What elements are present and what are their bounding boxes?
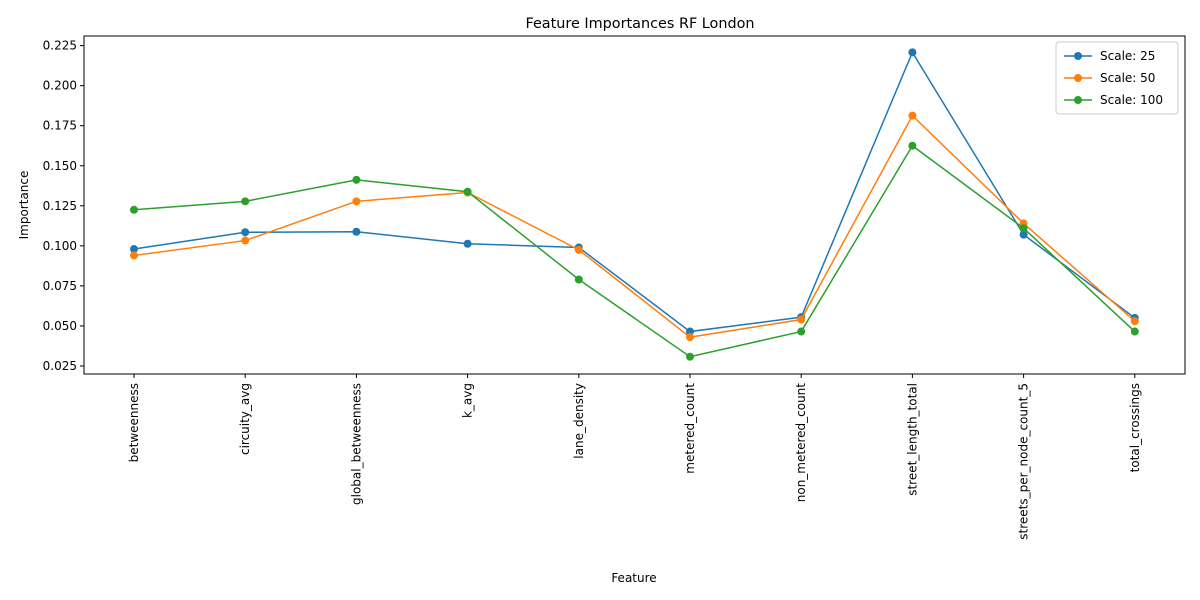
y-tick-label: 0.150 — [43, 159, 77, 173]
data-point — [686, 327, 694, 336]
y-tick-label: 0.100 — [43, 239, 77, 253]
x-tick-label: lane_density — [572, 383, 586, 459]
y-axis-title: Importance — [17, 171, 31, 240]
data-point — [686, 352, 694, 361]
data-point — [241, 236, 250, 245]
data-point — [130, 245, 138, 254]
data-point — [797, 315, 806, 324]
data-point — [908, 141, 917, 150]
x-tick-label: streets_per_node_count_5 — [1017, 383, 1031, 540]
series-line-2 — [133, 144, 1136, 358]
data-point — [130, 205, 138, 214]
legend-label: Scale: 25 — [1100, 49, 1155, 63]
legend: Scale: 25 Scale: 50 Scale: 100 — [1055, 41, 1179, 115]
data-point — [352, 175, 361, 184]
data-point — [241, 228, 250, 237]
data-point — [1019, 230, 1028, 239]
y-tick-label: 0.125 — [43, 199, 77, 213]
data-point — [463, 187, 472, 196]
data-point — [352, 227, 361, 236]
y-tick-label: 0.225 — [43, 39, 77, 53]
x-tick-label: k_avg — [461, 383, 475, 418]
data-point — [1130, 327, 1139, 336]
data-point — [352, 197, 361, 206]
series-line-1 — [133, 114, 1136, 338]
chart-title: Feature Importances RF London — [525, 16, 754, 32]
legend-marker — [1074, 52, 1082, 60]
y-tick-label: 0.075 — [43, 279, 77, 293]
legend-label: Scale: 100 — [1100, 93, 1163, 107]
x-tick-label: global_betweenness — [349, 383, 363, 505]
data-point — [908, 48, 917, 57]
x-tick-label: circuity_avg — [238, 383, 252, 455]
data-point — [686, 333, 694, 342]
plot-frame — [83, 35, 1186, 375]
legend-box — [1055, 41, 1179, 115]
x-axis-title: Feature — [611, 571, 656, 585]
data-point — [1019, 224, 1028, 233]
data-point — [241, 197, 250, 206]
x-tick-label: betweenness — [127, 383, 141, 462]
x-tick-label: non_metered_count — [794, 383, 808, 503]
legend-marker — [1074, 74, 1082, 82]
x-tick-label: metered_count — [683, 383, 697, 474]
data-point — [797, 327, 806, 336]
data-point — [130, 251, 138, 260]
y-tick-label: 0.025 — [43, 359, 77, 373]
x-tick-label: total_crossings — [1128, 383, 1142, 472]
data-point — [574, 245, 583, 254]
y-tick-label: 0.175 — [43, 119, 77, 133]
data-point — [1130, 317, 1139, 326]
data-point — [908, 111, 917, 120]
legend-label: Scale: 50 — [1100, 71, 1155, 85]
x-tick-label: street_length_total — [905, 383, 919, 496]
data-point — [463, 239, 472, 248]
data-point — [574, 275, 583, 284]
legend-marker — [1074, 96, 1082, 104]
series-line-0 — [133, 50, 1136, 333]
y-tick-label: 0.050 — [43, 319, 77, 333]
y-tick-label: 0.200 — [43, 79, 77, 93]
